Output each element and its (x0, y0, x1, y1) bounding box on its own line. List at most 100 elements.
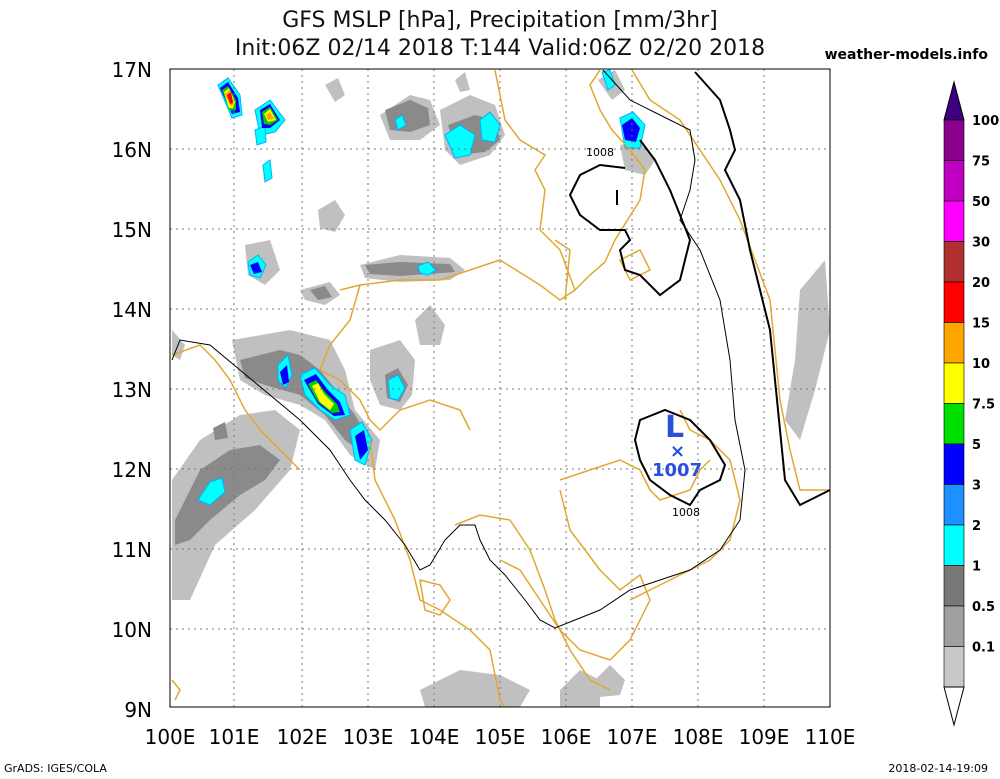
lat-label: 10N (112, 618, 152, 642)
isobar-label: 1008 (586, 146, 614, 159)
colorbar-label: 0.5 (972, 600, 995, 615)
precip-area (394, 114, 407, 131)
lon-label: 110E (805, 725, 856, 749)
precip-area (601, 69, 616, 91)
lon-axis: 100E 101E 102E 103E 104E 105E 106E 107E … (145, 725, 856, 749)
precip-area (387, 374, 406, 401)
lon-label: 100E (145, 725, 196, 749)
colorbar-label: 50 (972, 195, 990, 210)
lat-axis: 17N 16N 15N 14N 13N 12N 11N 10N 9N (112, 58, 152, 722)
country-borders (171, 69, 830, 708)
precip-area (312, 383, 334, 410)
isobar-line (171, 69, 746, 629)
chart-subtitle: Init:06Z 02/14 2018 T:144 Valid:06Z 02/2… (234, 36, 766, 61)
lon-label: 108E (673, 725, 724, 749)
colorbar-label: 20 (972, 276, 990, 291)
low-pressure-marker: L (665, 410, 684, 445)
lat-label: 14N (112, 298, 152, 322)
colorbar-swatch (943, 119, 965, 161)
colorbar-label: 1 (972, 560, 981, 575)
lon-label: 107E (607, 725, 658, 749)
colorbar-swatch (943, 200, 965, 242)
isobar-line (568, 139, 692, 297)
colorbar-label: 10 (972, 357, 990, 372)
precip-area (595, 665, 625, 697)
colorbar-label: 3 (972, 479, 981, 494)
colorbar-swatch (943, 443, 965, 485)
precip-area (479, 111, 501, 143)
colorbar-swatch (943, 484, 965, 526)
coast-line (171, 679, 181, 701)
precip-area (444, 124, 476, 159)
coast-line (629, 409, 741, 601)
precip-medium (175, 100, 500, 545)
colorbar-swatch (943, 605, 965, 647)
low-center-cross: × (670, 441, 685, 462)
border-line (339, 259, 576, 301)
precip-area (175, 445, 280, 545)
lat-label: 9N (124, 698, 152, 722)
precip-area (250, 262, 262, 274)
precip-area (262, 159, 273, 183)
colorbar-bottom-arrow (943, 686, 965, 727)
generated-timestamp: 2018-02-14-19:09 (888, 762, 988, 775)
precip-area (455, 72, 470, 92)
precip-area (266, 112, 274, 120)
border-line (454, 514, 611, 691)
precip-area (318, 200, 345, 232)
lat-label: 11N (112, 538, 152, 562)
border-line (499, 489, 651, 661)
colorbar-swatch (943, 524, 965, 566)
low-pressure-value: 1007 (652, 460, 702, 481)
lat-label: 12N (112, 458, 152, 482)
map-frame (169, 68, 831, 708)
coast-line (631, 69, 830, 491)
precip-area (254, 125, 267, 146)
colorbar-label: 100 (972, 114, 999, 129)
colorbar-swatch (943, 362, 965, 404)
coast-line (171, 344, 301, 471)
precip-area (227, 92, 233, 104)
precip-area (240, 350, 370, 455)
software-credit: GrADS: IGES/COLA (4, 762, 107, 775)
colorbar-label: 2 (972, 519, 981, 534)
precip-area (325, 78, 345, 102)
coast-line (419, 578, 451, 616)
precip-area (622, 118, 640, 142)
lat-label: 13N (112, 378, 152, 402)
colorbar-top-arrow (943, 80, 965, 121)
precip-area (197, 477, 226, 506)
lon-label: 105E (475, 725, 526, 749)
lat-label: 16N (112, 138, 152, 162)
border-line (559, 459, 711, 501)
colorbar-swatch (943, 322, 965, 364)
border-line (554, 239, 571, 301)
isobar-line (694, 71, 831, 507)
colorbar-label: 15 (972, 317, 990, 332)
map-plot: L × 1007 1008 1008 (169, 68, 831, 708)
precip-area (213, 422, 228, 440)
precip-area (417, 261, 437, 276)
lon-label: 102E (277, 725, 328, 749)
colorbar: 100 75 50 30 20 15 10 7.5 5 3 2 1 0.5 0.1 (943, 80, 999, 727)
colorbar-label: 75 (972, 155, 990, 170)
lon-label: 103E (343, 725, 394, 749)
border-line (618, 248, 652, 282)
lon-label: 106E (541, 725, 592, 749)
isobar-line (633, 408, 727, 507)
colorbar-swatch (943, 160, 965, 202)
border-line (319, 284, 471, 432)
precip-20mm (227, 92, 233, 104)
lon-label: 101E (209, 725, 260, 749)
source-label: weather-models.info (824, 47, 988, 63)
precip-area (355, 430, 368, 460)
colorbar-swatch (943, 241, 965, 283)
lat-label: 17N (112, 58, 152, 82)
colorbar-swatch (943, 281, 965, 323)
isobars (171, 69, 831, 629)
chart-title: GFS MSLP [hPa], Precipitation [mm/3hr] (282, 8, 718, 33)
colorbar-swatch (943, 646, 965, 688)
precip-area (785, 260, 830, 440)
lat-label: 15N (112, 218, 152, 242)
